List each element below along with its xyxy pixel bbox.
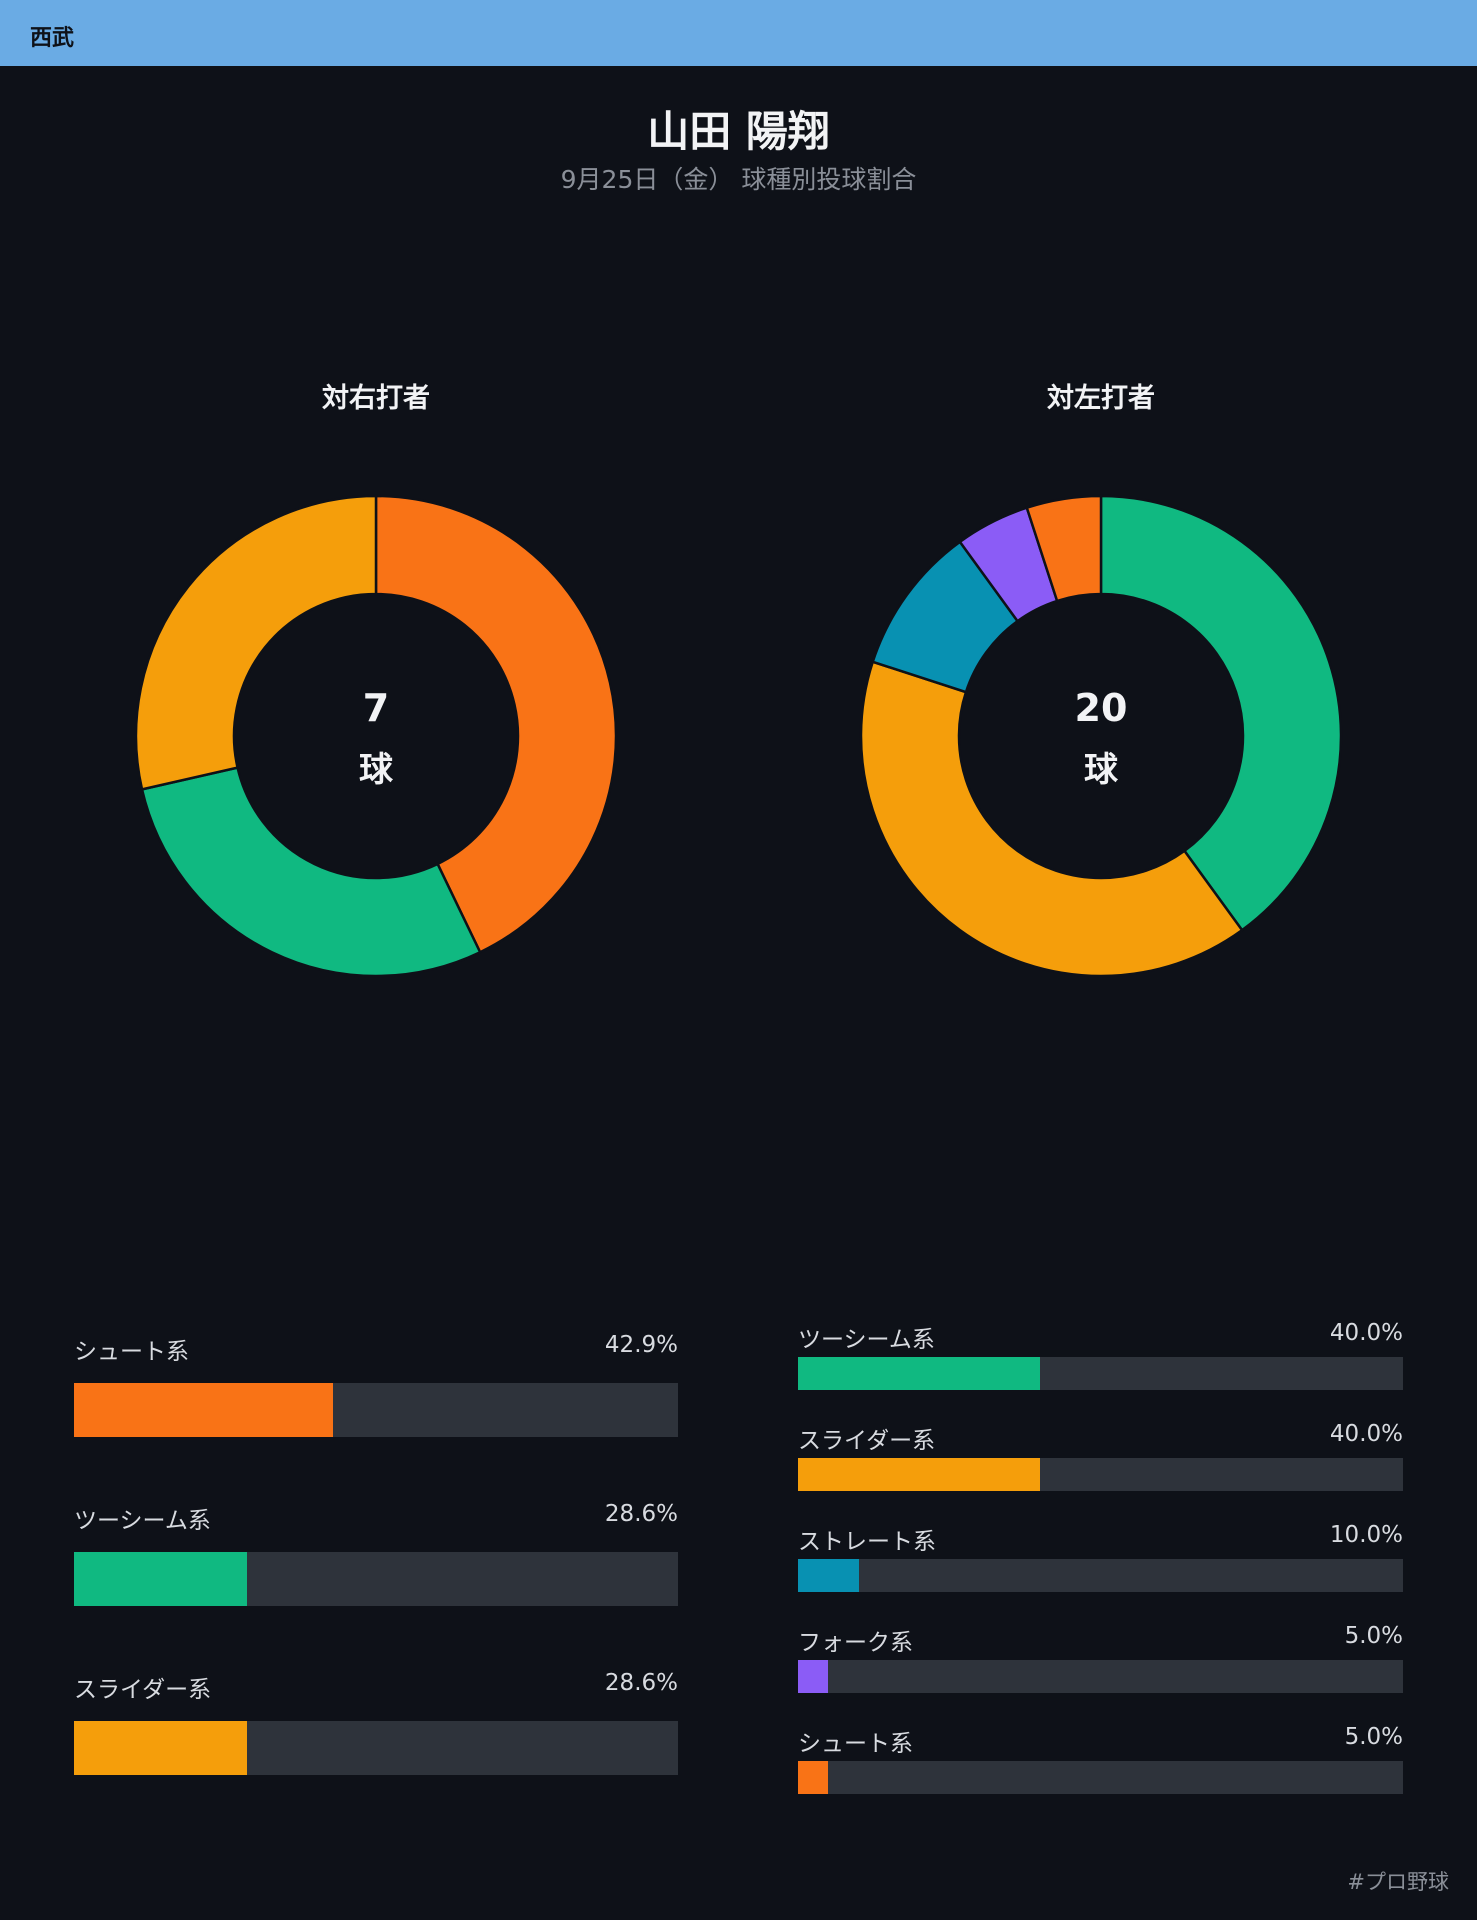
pitch-type-label: ストレート系 xyxy=(798,1529,936,1555)
pitch-count-unit-vs-left: 球 xyxy=(1084,750,1118,790)
breakdown-row: ストレート系 10.0% xyxy=(798,1522,1403,1592)
pitch-percent-label: 5.0% xyxy=(1344,1623,1403,1649)
hashtag: #プロ野球 xyxy=(1347,1870,1449,1894)
pitch-percent-label: 28.6% xyxy=(604,1501,678,1527)
percent-bar-track xyxy=(74,1552,678,1606)
pitch-percent-label: 10.0% xyxy=(1329,1522,1403,1548)
page-title: 山田 陽翔 xyxy=(647,107,830,156)
pitch-type-label: シュート系 xyxy=(74,1339,189,1365)
donut-slice xyxy=(859,660,1244,978)
pitch-type-label: フォーク系 xyxy=(798,1630,913,1656)
breakdown-row: ツーシーム系 40.0% xyxy=(798,1320,1403,1390)
donut-slice xyxy=(140,766,482,978)
donut-slice xyxy=(374,494,618,954)
chart-title-vs-right: 対右打者 xyxy=(322,383,430,414)
percent-bar-track xyxy=(798,1761,1403,1794)
donut-slice xyxy=(134,494,378,791)
breakdown-row: スライダー系 28.6% xyxy=(74,1670,678,1775)
pitch-count-unit-vs-right: 球 xyxy=(359,750,393,790)
percent-bar-fill xyxy=(74,1721,247,1775)
percent-bar-fill xyxy=(74,1383,334,1437)
breakdown-row: ツーシーム系 28.6% xyxy=(74,1501,678,1606)
donut-slice xyxy=(1025,494,1103,603)
percent-bar-fill xyxy=(798,1660,829,1693)
percent-bar-track xyxy=(798,1357,1403,1390)
percent-bar-track xyxy=(798,1660,1403,1693)
chart-title-vs-left: 対左打者 xyxy=(1047,383,1155,414)
percent-bar-track xyxy=(74,1383,678,1437)
breakdown-row: スライダー系 40.0% xyxy=(798,1421,1403,1491)
pitch-type-label: スライダー系 xyxy=(74,1677,212,1703)
percent-bar-fill xyxy=(798,1559,859,1592)
breakdown-row: フォーク系 5.0% xyxy=(798,1623,1403,1693)
donut-chart-vs-right xyxy=(134,494,618,978)
percent-bar-fill xyxy=(798,1761,829,1794)
breakdown-row: シュート系 5.0% xyxy=(798,1724,1403,1794)
pitch-percent-label: 40.0% xyxy=(1329,1421,1403,1447)
pitch-count-vs-right: 7 xyxy=(362,686,390,730)
breakdown-list-vs-left: ツーシーム系 40.0% スライダー系 40.0% ストレート系 10.0% フォーク系 5.… xyxy=(798,1320,1403,1800)
percent-bar-track xyxy=(798,1559,1403,1592)
percent-bar-track xyxy=(798,1458,1403,1491)
pitch-percent-label: 28.6% xyxy=(604,1670,678,1696)
pitch-type-label: ツーシーム系 xyxy=(74,1508,211,1534)
team-name: 西武 xyxy=(30,26,75,51)
percent-bar-fill xyxy=(798,1357,1040,1390)
pitch-type-label: シュート系 xyxy=(798,1731,913,1757)
donut-slice xyxy=(1099,494,1343,932)
header-bar: 西武 xyxy=(0,0,1477,66)
breakdown-list-vs-right: シュート系 42.9% ツーシーム系 28.6% スライダー系 28.6% xyxy=(74,1332,678,1792)
donut-chart-vs-left xyxy=(859,494,1343,978)
pitch-type-label: ツーシーム系 xyxy=(798,1327,935,1353)
pitch-count-vs-left: 20 xyxy=(1074,686,1128,730)
pitch-type-label: スライダー系 xyxy=(798,1428,936,1454)
pitch-percent-label: 5.0% xyxy=(1344,1724,1403,1750)
percent-bar-fill xyxy=(74,1552,247,1606)
pitch-percent-label: 42.9% xyxy=(604,1332,678,1358)
pitch-percent-label: 40.0% xyxy=(1329,1320,1403,1346)
percent-bar-track xyxy=(74,1721,678,1775)
page-subtitle: 9月25日（金） 球種別投球割合 xyxy=(560,165,917,194)
breakdown-row: シュート系 42.9% xyxy=(74,1332,678,1437)
percent-bar-fill xyxy=(798,1458,1040,1491)
